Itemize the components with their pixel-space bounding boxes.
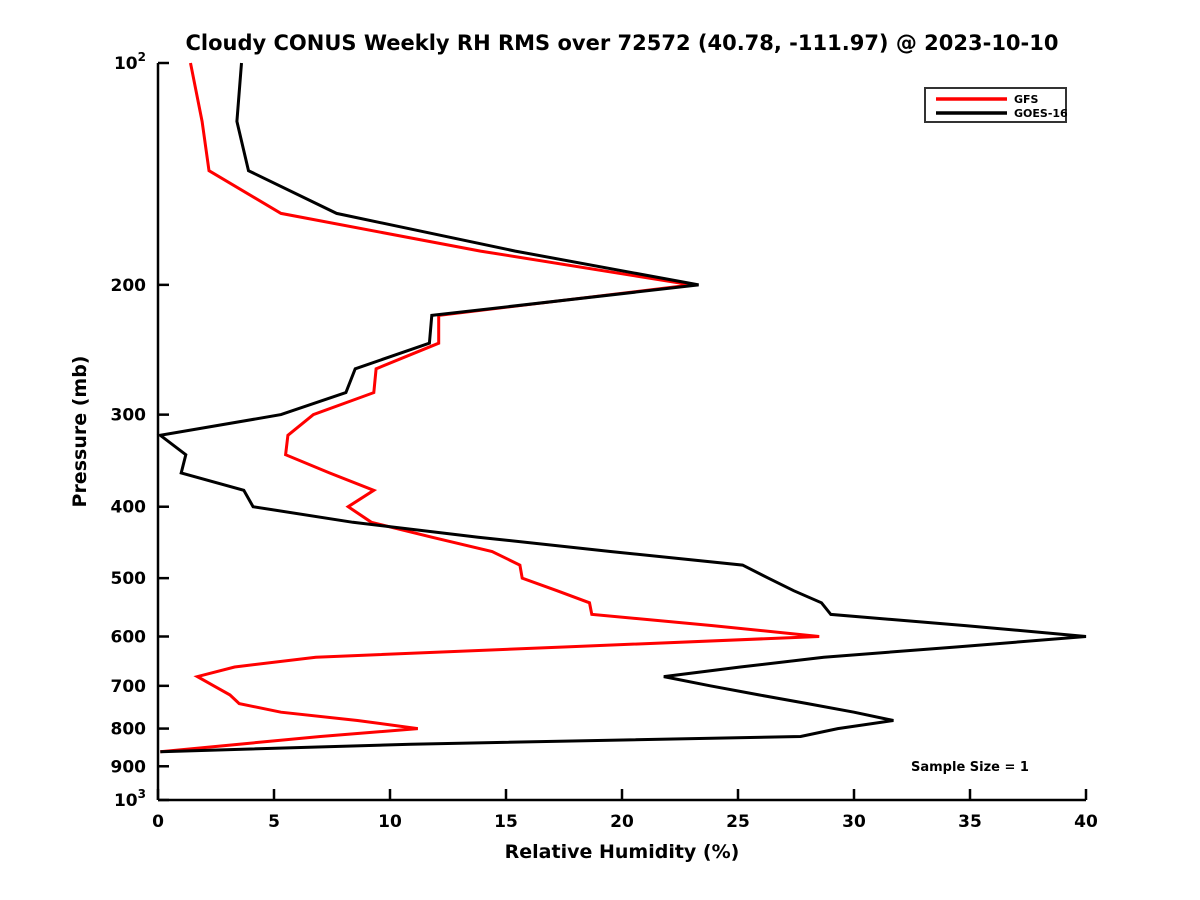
chart-title: Cloudy CONUS Weekly RH RMS over 72572 (4… [186, 31, 1059, 55]
y-tick-label: 102 [114, 50, 146, 74]
y-tick-label: 600 [111, 627, 147, 647]
y-tick-label: 400 [111, 498, 147, 518]
y-tick-label: 900 [111, 757, 147, 777]
x-tick-label: 15 [494, 812, 518, 832]
y-tick-label: 800 [111, 720, 147, 740]
y-tick-label: 103 [114, 787, 146, 811]
y-tick-label: 500 [111, 569, 147, 589]
y-tick-label: 300 [111, 406, 147, 426]
goes-16-line [156, 62, 1087, 754]
x-axis-title: Relative Humidity (%) [505, 841, 740, 863]
x-tick-label: 35 [958, 812, 982, 832]
x-tick-label: 20 [610, 812, 634, 832]
y-tick-label: 700 [111, 677, 147, 697]
sample-size-annotation: Sample Size = 1 [911, 760, 1029, 775]
x-tick-label: 40 [1074, 812, 1098, 832]
y-tick-label: 200 [111, 276, 147, 296]
legend-box [924, 87, 1067, 123]
gfs-line [160, 62, 820, 754]
x-tick-label: 10 [378, 812, 402, 832]
x-tick-label: 5 [268, 812, 280, 832]
y-axis-title: Pressure (mb) [69, 356, 91, 508]
legend-label-gfs: GFS [1014, 93, 1039, 106]
x-tick-label: 30 [842, 812, 866, 832]
x-tick-label: 0 [152, 812, 164, 832]
legend-label-goes-16: GOES-16 [1014, 107, 1068, 120]
x-tick-label: 25 [726, 812, 750, 832]
